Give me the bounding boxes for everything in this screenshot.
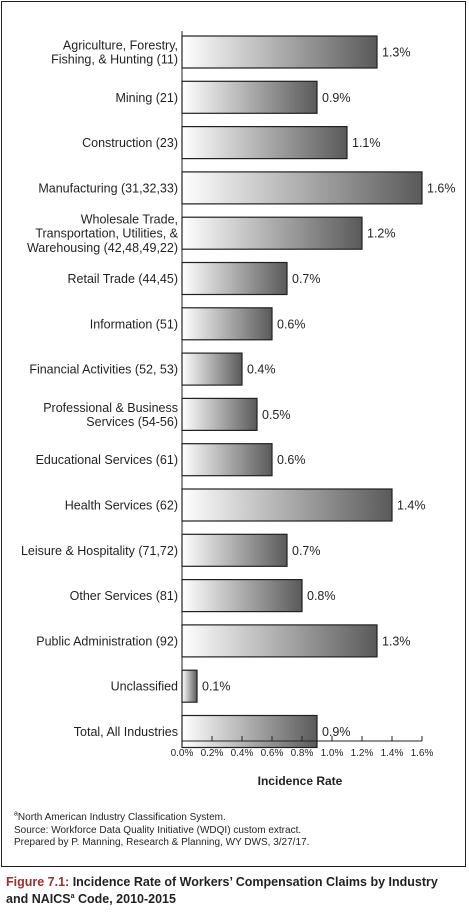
x-tick-label-3: 0.6% [261,748,284,759]
category-label-6: Information (51) [90,317,178,331]
bar-11 [181,533,288,567]
bar-chart: 1.3% Agriculture, Forestry, Fishing, & Hun… [21,31,456,788]
category-label-14: Unclassified [111,680,178,694]
x-tick-label-6: 1.2% [351,748,374,759]
value-label-10: 1.4% [397,499,426,513]
bars-layer: 1.3% Agriculture, Forestry, Fishing, & Hun… [21,35,456,749]
value-label-4: 1.2% [367,227,396,241]
footnote-prepared: Prepared by P. Manning, Research & Plann… [14,837,310,848]
value-label-5: 0.7% [292,272,321,286]
x-tick-label-4: 0.8% [291,748,314,759]
caption-line-2: and NAICSa Code, 2010-2015 [6,891,438,908]
x-axis-label: Incidence Rate [258,774,343,788]
x-tick-label-7: 1.4% [381,748,404,759]
value-label-9: 0.6% [277,453,306,467]
bar-10 [181,488,393,522]
caption-title-2b: Code, 2010-2015 [74,892,176,906]
value-label-1: 0.9% [322,91,351,105]
category-label-11: Leisure & Hospitality (71,72) [21,544,178,558]
category-label-10: Health Services (62) [65,499,178,513]
category-label-15: Total, All Industries [74,725,178,739]
category-label-3: Manufacturing (31,32,33) [38,181,178,195]
value-label-8: 0.5% [262,408,291,422]
bar-8 [181,397,258,431]
footnote-text: North American Industry Classification S… [17,812,226,823]
x-tick-label-0: 0.0% [171,748,194,759]
value-label-0: 1.3% [382,46,411,60]
value-label-13: 1.3% [382,634,411,648]
value-label-2: 1.1% [352,136,381,150]
bar-2 [181,125,348,160]
category-label-5: Retail Trade (44,45) [68,272,178,286]
bar-7 [181,352,243,386]
bar-3 [181,171,423,205]
category-label-4: Wholesale Trade, Transportation, Utilitie… [27,213,179,255]
category-label-0: Agriculture, Forestry, Fishing, & Hunting… [51,38,178,66]
category-label-2: Construction (23) [82,136,178,150]
bar-4 [181,216,363,250]
x-tick-label-8: 1.6% [411,748,434,759]
value-label-12: 0.8% [307,589,336,603]
value-label-3: 1.6% [427,181,456,195]
category-label-7: Financial Activities (52, 53) [29,363,178,377]
x-tick-label-2: 0.4% [231,748,254,759]
x-tick-label-5: 1.0% [321,748,344,759]
bar-0 [181,35,378,69]
footnote-marker: a [14,810,18,818]
figure-caption: Figure 7.1: Incidence Rate of Workers’ C… [6,874,438,908]
value-label-15: 0.9% [322,725,351,739]
value-label-14: 0.1% [202,680,231,694]
bar-5 [181,261,288,296]
value-label-6: 0.6% [277,317,306,331]
category-label-8: Professional & Business Services (54-56) [43,401,178,429]
bar-14 [181,669,198,703]
caption-title-2a: and NAICS [6,892,71,906]
bar-12 [181,578,303,613]
bar-9 [181,443,273,477]
bar-1 [181,80,318,114]
category-label-12: Other Services (81) [70,589,178,603]
x-axis: 0.0% 0.2% 0.4% 0.6% 0.8% 1.0% 1.2% 1.4% 1.6% [171,31,434,759]
category-label-1: Mining (21) [115,91,178,105]
x-tick-label-1: 0.2% [201,748,224,759]
footnote-naics: aNorth American Industry Classification … [14,810,309,825]
bar-6 [181,307,273,341]
caption-prefix: Figure 7.1: [6,875,70,889]
caption-sup: a [70,892,75,900]
footnote-source: Source: Workforce Data Quality Initiativ… [14,824,302,836]
value-label-11: 0.7% [292,544,321,558]
figure-frame: 1.3% Agriculture, Forestry, Fishing, & Hun… [1,1,466,867]
bar-13 [181,624,378,658]
caption-line-1: Figure 7.1: Incidence Rate of Workers’ C… [6,874,438,891]
bar-15 [181,714,318,749]
caption-title-1: Incidence Rate of Workers’ Compensation … [72,875,438,889]
category-label-13: Public Administration (92) [36,634,178,648]
footnotes: aNorth American Industry Classification … [14,810,310,850]
value-label-7: 0.4% [247,363,276,377]
category-label-9: Educational Services (61) [36,453,178,467]
